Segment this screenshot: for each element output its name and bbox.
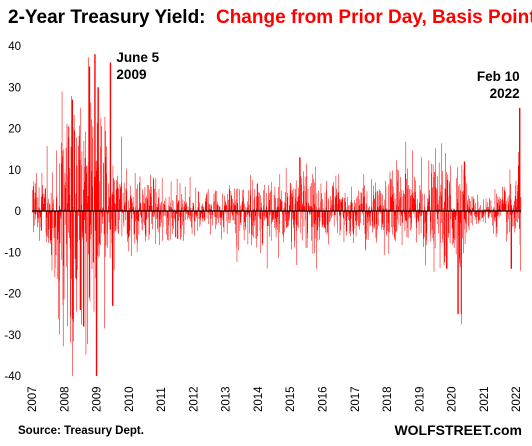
x-tick-label: 2016 (317, 386, 329, 412)
annotation-label: Feb 10 (477, 69, 520, 84)
y-tick-label: 10 (8, 165, 21, 177)
x-tick-label: 2017 (350, 386, 362, 412)
y-tick-label: -40 (4, 371, 21, 383)
annotations: June 5 2009 Feb 10 2022 (116, 50, 519, 101)
y-tick-label: -10 (4, 247, 21, 259)
x-tick-label: 2008 (59, 386, 71, 412)
x-tick-label: 2009 (92, 386, 104, 412)
y-axis: 40 30 20 10 0 -10 -20 -30 -40 (4, 41, 21, 383)
daily-change-bars (31, 57, 522, 376)
x-tick-label: 2011 (156, 387, 168, 412)
x-tick-label: 2010 (124, 386, 136, 412)
annotation-label: June 5 (116, 50, 159, 65)
x-tick-label: 2019 (414, 386, 426, 412)
x-tick-label: 2013 (221, 386, 233, 412)
title-subtitle: Change from Prior Day, Basis Points (216, 7, 532, 28)
x-axis: 2007 2008 2009 2010 2011 2012 2013 2014 2015 2016… (27, 386, 523, 412)
x-tick-label: 2020 (447, 386, 459, 412)
x-tick-label: 2012 (188, 386, 200, 412)
bar-series (31, 54, 522, 376)
y-tick-label: 40 (8, 41, 21, 53)
chart-title: 2-Year Treasury Yield: Change from Prior… (8, 7, 532, 28)
y-tick-label: 20 (8, 124, 21, 136)
brand-logo: WOLFSTREET.com (394, 422, 522, 438)
x-tick-label: 2014 (253, 386, 265, 412)
x-tick-label: 2007 (27, 386, 39, 412)
annotation-label: 2022 (490, 86, 520, 101)
title-main: 2-Year Treasury Yield: (8, 7, 206, 28)
y-tick-label: 30 (8, 82, 21, 94)
x-tick-label: 2021 (479, 386, 491, 412)
y-tick-label: -20 (4, 289, 21, 301)
annotation-label: 2009 (116, 67, 146, 82)
x-tick-label: 2022 (511, 386, 523, 412)
x-tick-label: 2018 (382, 386, 394, 412)
x-tick-label: 2015 (285, 386, 297, 412)
y-tick-label: -30 (4, 330, 21, 342)
source-note: Source: Treasury Dept. (18, 425, 144, 437)
y-tick-label: 0 (15, 206, 21, 218)
